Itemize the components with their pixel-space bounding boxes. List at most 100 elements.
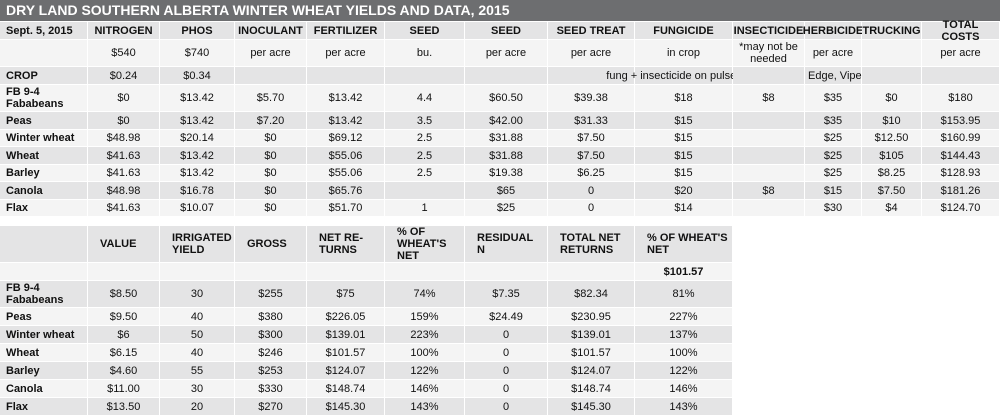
cell-text: $48.98 [106,184,141,197]
cell-background [235,200,306,216]
cell-background [465,308,547,325]
column-header: TOTAL NET RETURNS [560,232,621,256]
cell-background [160,85,234,111]
cell-background [88,130,159,146]
cell-background [862,85,921,111]
cell-background [88,380,159,397]
cell-background [385,130,464,146]
cell-text: $15 [823,184,843,197]
cell-background [465,165,547,181]
cell-background [88,85,159,111]
cell-background [548,40,634,66]
cell-text: $0 [264,167,277,179]
cell-text: $6.15 [109,346,138,359]
cell-text: 137% [669,328,698,341]
cell-background [862,147,921,164]
cell-text: per acre [485,47,527,59]
cell-text: $13.42 [328,114,363,127]
column-header: TRUCKING [862,24,921,37]
cell-text: $0.24 [109,69,138,82]
cell-text: 0 [587,184,595,197]
cell-text: $7.50 [577,132,605,144]
cell-text: $8.25 [877,167,906,179]
row-label: CROP [6,69,38,82]
cell-background [0,200,87,216]
cell-text: $30 [823,202,843,214]
cell-background [548,182,634,199]
cell-background [235,147,306,164]
cell-background [733,112,804,129]
cell-background [465,67,547,84]
cell-background [635,112,732,129]
cell-background [385,40,464,66]
cell-background [88,40,159,66]
cell-text: per acre [812,47,854,59]
cell-background [862,40,921,66]
cell-background [922,40,999,66]
column-header: GROSS [247,238,287,250]
cell-text: 0 [502,364,510,377]
cell-text: 159% [410,310,439,323]
cell-background [235,344,306,361]
cell-text: $9.50 [109,310,138,323]
cell-background [160,362,234,379]
cell-background [160,165,234,181]
cell-background [307,308,384,325]
cell-background [922,165,999,181]
cell-background [465,226,547,262]
cell-background [465,344,547,361]
cell-text: $15 [674,114,693,127]
cell-background [922,200,999,216]
cell-background [235,22,306,39]
cell-background [635,130,732,146]
cell-background [88,67,159,84]
cell-text: 0 [502,346,510,359]
cell-background [465,40,547,66]
cell-background [805,147,861,164]
cell-background [307,226,384,262]
cell-background [465,281,547,307]
cell-background [0,130,87,146]
cell-text: $0 [264,149,277,162]
cell-background [385,165,464,181]
cell-text: $270 [258,400,283,413]
column-header: FERTILIZER [313,24,378,37]
row-label: Wheat [6,346,39,359]
cell-background [465,200,547,216]
cell-text: $0 [117,114,130,127]
cell-text: $0 [117,92,130,104]
cell-background [548,200,634,216]
cell-background [862,67,921,84]
cell-text: $4 [885,202,898,214]
cell-text: $181.26 [940,184,981,197]
cell-background [235,326,306,343]
cell-text: $101.57 [325,346,366,359]
cell-text: $31.88 [489,132,523,144]
cell-background [733,40,804,66]
cell-text: $4.60 [109,364,138,377]
cell-text: $13.42 [180,114,214,127]
cell-background [307,200,384,216]
cell-text: $25 [496,202,516,214]
cell-background [465,112,547,129]
cell-text: 0 [502,400,510,413]
cell-text: $65.76 [328,184,363,197]
cell-text: $10.07 [180,202,214,214]
cell-background [307,130,384,146]
column-header: SEED [409,24,440,37]
cell-text: $0.34 [183,69,211,82]
cell-background [0,281,87,307]
cell-text: $330 [258,382,283,395]
column-header: SEED [491,24,521,37]
cell-background [0,22,87,39]
cell-text: 146% [410,382,439,395]
cell-text: $41.63 [106,202,141,214]
cell-background [385,308,464,325]
cell-background [922,147,999,164]
cell-text: $42.00 [489,114,523,127]
cell-text: $246 [258,346,283,359]
cell-text: $8 [762,184,775,197]
column-header: RESIDUAL N [477,232,534,256]
cell-background [465,326,547,343]
row-label: FB 9-4 Fababeans [6,86,64,110]
